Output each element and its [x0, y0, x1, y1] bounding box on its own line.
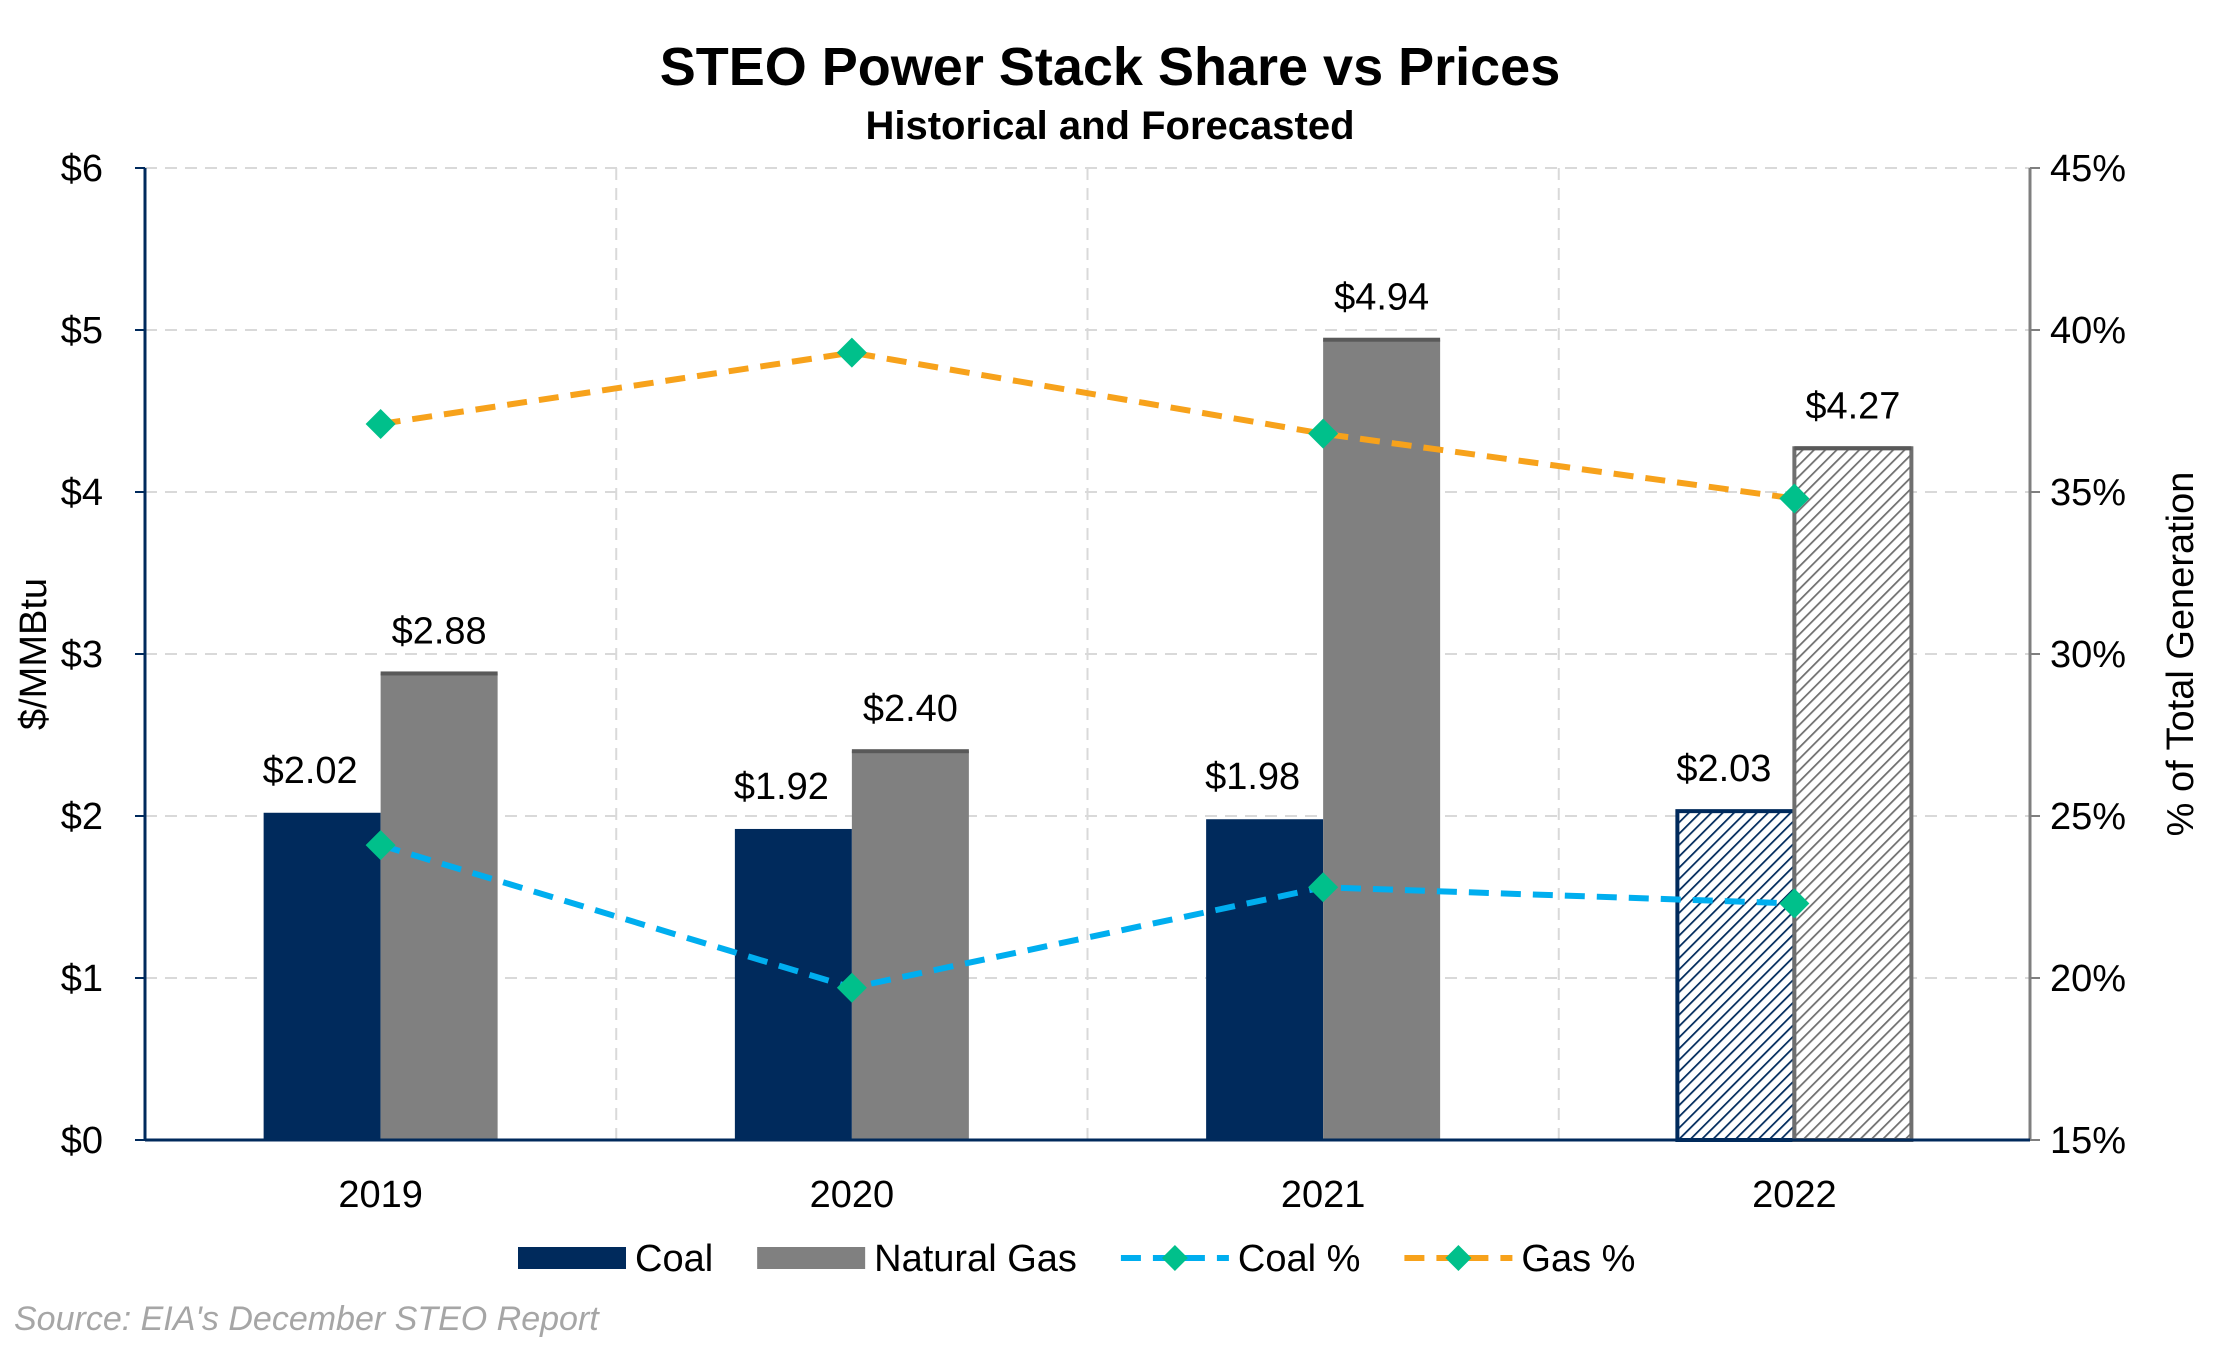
- x-tick-label: 2021: [1281, 1174, 1366, 1216]
- gas-value-label: $4.94: [1334, 277, 1429, 319]
- coal-value-label: $2.03: [1676, 748, 1771, 790]
- gas-share-point: [365, 408, 396, 439]
- gas-value-label: $4.27: [1805, 385, 1900, 427]
- y-tick-label: $2: [61, 796, 103, 838]
- gas-bar-2019: [380, 673, 498, 1140]
- y-tick-label: $3: [61, 634, 103, 676]
- coal-value-label: $1.92: [734, 766, 829, 808]
- y-tick-label: $0: [61, 1120, 103, 1162]
- chart-subtitle: Historical and Forecasted: [865, 104, 1355, 148]
- gas-bar-cap: [851, 749, 969, 754]
- coal-bar-2020: [734, 828, 852, 1140]
- y-axis-title: $/MMBtu: [13, 578, 55, 730]
- y2-tick-label: 25%: [2050, 796, 2126, 838]
- chart-title: STEO Power Stack Share vs Prices: [659, 37, 1561, 97]
- y2-tick-label: 30%: [2050, 634, 2126, 676]
- y2-axis-title: % of Total Generation: [2160, 472, 2202, 837]
- gas-bar-2021: [1323, 339, 1441, 1141]
- x-tick-label: 2022: [1752, 1174, 1837, 1216]
- gas-value-label: $2.40: [863, 688, 958, 730]
- gas-share-point: [1779, 483, 1810, 514]
- y-tick-label: $4: [61, 472, 103, 514]
- y2-tick-label: 45%: [2050, 148, 2126, 190]
- x-tick-label: 2019: [338, 1174, 423, 1216]
- coal-value-label: $1.98: [1205, 756, 1300, 798]
- coal-value-label: $2.02: [263, 750, 358, 792]
- coal-bar-2019: [263, 812, 381, 1140]
- source-note: Source: EIA's December STEO Report: [14, 1300, 599, 1338]
- coal-share-point: [1779, 888, 1810, 919]
- legend-label-gas: Natural Gas: [874, 1238, 1077, 1280]
- legend-label-gas-share: Gas %: [1521, 1238, 1635, 1280]
- y2-tick-label: 40%: [2050, 310, 2126, 352]
- gas-bar-cap: [1323, 337, 1441, 342]
- legend-marker-coal-share: [1161, 1245, 1188, 1271]
- coal-share-point: [1308, 872, 1339, 903]
- gas-value-label: $2.88: [392, 610, 487, 652]
- gas-bar-2020: [851, 751, 969, 1140]
- gas-share-point: [1308, 418, 1339, 449]
- gas-bar-cap: [1794, 446, 1912, 451]
- gas-bar-cap: [380, 671, 498, 676]
- gas-share-point: [836, 337, 867, 368]
- legend-marker-gas-share: [1445, 1245, 1472, 1271]
- coal-share-point: [365, 830, 396, 861]
- legend-label-coal-share: Coal %: [1238, 1238, 1361, 1280]
- y2-tick-label: 15%: [2050, 1120, 2126, 1162]
- coal-bar-2022: [1675, 809, 1797, 1142]
- y-tick-label: $1: [61, 958, 103, 1000]
- coal-share-point: [836, 972, 867, 1003]
- y-tick-label: $6: [61, 148, 103, 190]
- coal-bar-2021: [1206, 819, 1324, 1140]
- y2-tick-label: 35%: [2050, 472, 2126, 514]
- legend-swatch-gas: [757, 1247, 866, 1269]
- legend-swatch-coal: [518, 1247, 626, 1269]
- legend-label-coal: Coal: [635, 1238, 713, 1280]
- x-tick-label: 2020: [810, 1174, 895, 1216]
- gas-bar-2022: [1792, 446, 1914, 1142]
- y-tick-label: $5: [61, 310, 103, 352]
- y2-tick-label: 20%: [2050, 958, 2126, 1000]
- gas-share-line: [380, 349, 1795, 502]
